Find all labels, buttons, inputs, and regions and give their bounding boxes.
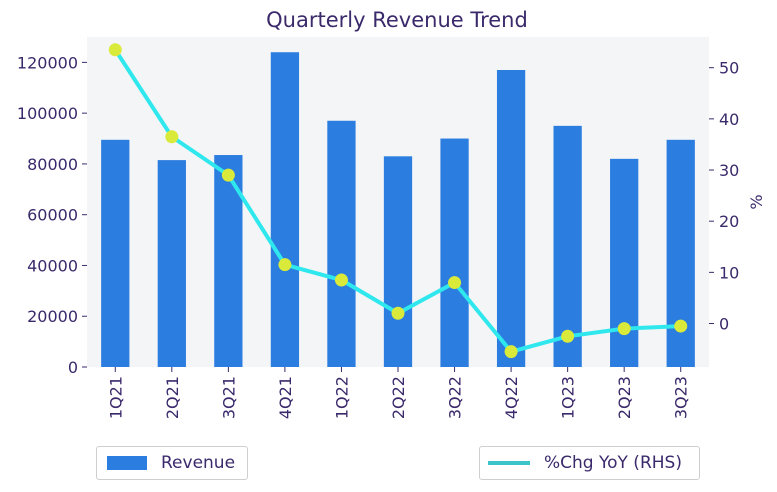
left-tick-label: 20000: [27, 307, 78, 326]
legend-revenue-swatch: [107, 456, 147, 470]
legend-yoy: %Chg YoY (RHS): [479, 446, 700, 480]
revenue-bar-3Q21: [214, 155, 243, 367]
revenue-bar-3Q22: [440, 138, 469, 367]
yoy-point-1Q21: [108, 43, 122, 57]
left-tick-label: 80000: [27, 155, 78, 174]
revenue-bar-4Q21: [270, 52, 300, 367]
revenue-bar-3Q23: [666, 139, 695, 367]
x-tick-label-1Q23: 1Q23: [559, 376, 578, 419]
revenue-bar-2Q21: [157, 160, 186, 367]
yoy-point-1Q22: [334, 273, 348, 287]
x-tick-label-4Q22: 4Q22: [502, 376, 521, 419]
left-tick-label: 60000: [27, 206, 78, 225]
revenue-bar-1Q23: [553, 125, 582, 367]
right-axis-label: %: [747, 194, 766, 209]
right-tick-label: 0: [719, 315, 729, 334]
legend-yoy-label: %Chg YoY (RHS): [544, 453, 682, 473]
left-tick-label: 40000: [27, 256, 78, 275]
left-tick-label: 100000: [17, 104, 78, 123]
yoy-point-4Q21: [278, 258, 292, 272]
revenue-bar-4Q22: [496, 70, 526, 367]
right-tick-label: 40: [719, 110, 739, 129]
left-tick-label: 0: [68, 358, 78, 377]
yoy-point-3Q22: [448, 276, 462, 290]
right-tick-label: 50: [719, 59, 739, 78]
x-tick-label-3Q22: 3Q22: [446, 376, 465, 419]
legend-yoy-swatch: [488, 461, 530, 465]
revenue-bar-1Q21: [101, 139, 130, 367]
x-tick-label-4Q21: 4Q21: [276, 376, 295, 419]
right-tick-label: 10: [719, 263, 739, 282]
x-tick-label-1Q22: 1Q22: [332, 376, 351, 419]
right-tick-label: 20: [719, 212, 739, 231]
legend-revenue-label: Revenue: [161, 453, 236, 473]
revenue-bar-1Q22: [327, 120, 356, 368]
yoy-point-2Q22: [391, 306, 405, 320]
chart: Quarterly Revenue Trend 0 20000 40000 60000…: [17, 8, 766, 419]
x-tick-label-1Q21: 1Q21: [106, 376, 125, 419]
yoy-point-4Q22: [504, 345, 518, 359]
x-tick-label-2Q23: 2Q23: [615, 376, 634, 419]
yoy-point-3Q21: [221, 168, 235, 182]
legend-revenue: Revenue: [96, 446, 248, 480]
x-tick-label-3Q21: 3Q21: [219, 376, 238, 419]
chart-title: Quarterly Revenue Trend: [266, 8, 528, 32]
x-tick-label-3Q23: 3Q23: [672, 376, 691, 419]
yoy-point-3Q23: [674, 319, 688, 333]
x-tick-label-2Q22: 2Q22: [389, 376, 408, 419]
yoy-point-2Q21: [165, 130, 179, 144]
revenue-bar-2Q22: [383, 156, 413, 367]
right-tick-label: 30: [719, 161, 739, 180]
x-tick-label-2Q21: 2Q21: [163, 376, 182, 419]
left-tick-label: 120000: [17, 53, 78, 72]
revenue-bar-2Q23: [610, 158, 639, 367]
yoy-point-2Q23: [617, 322, 631, 336]
yoy-point-1Q23: [561, 329, 575, 343]
